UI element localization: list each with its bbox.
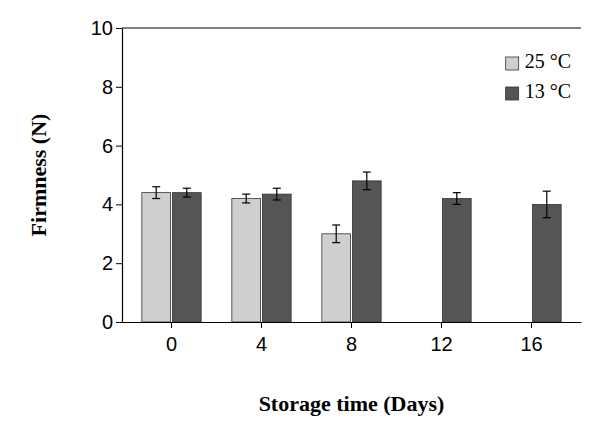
- error-bar-cap: [183, 188, 191, 189]
- x-axis-title: Storage time (Days): [259, 391, 445, 416]
- y-tick-label: 10: [91, 17, 113, 39]
- y-tick: 6: [102, 135, 122, 157]
- error-bar: [363, 172, 371, 190]
- y-tick-label: 8: [102, 76, 113, 98]
- y-tick-mark: [116, 263, 122, 264]
- error-bar-cap: [242, 194, 250, 195]
- x-tick: 0: [166, 322, 177, 355]
- y-tick-label: 0: [102, 311, 113, 333]
- error-bar: [273, 188, 281, 200]
- y-tick: 8: [102, 76, 122, 98]
- error-bar-cap: [453, 204, 461, 205]
- x-tick-label: 16: [520, 333, 542, 355]
- chart: 0 2 4 6 8 10 0 4 8 12 16 Storage time (Days) Firmnes…: [0, 0, 599, 433]
- y-tick: 2: [102, 252, 122, 274]
- x-tick-mark: [441, 322, 442, 328]
- x-tick: 4: [256, 322, 267, 355]
- x-tick-mark: [351, 322, 352, 328]
- error-bar: [332, 225, 340, 243]
- bar: [442, 199, 471, 322]
- bar: [232, 199, 261, 322]
- error-bar-cap: [273, 199, 281, 200]
- x-tick: 8: [346, 322, 357, 355]
- x-tick-label: 8: [346, 333, 357, 355]
- error-bar-cap: [453, 192, 461, 193]
- error-bar-cap: [363, 189, 371, 190]
- legend-label: 13 °C: [525, 80, 571, 102]
- y-axis-title: Firmness (N): [26, 114, 51, 237]
- y-tick: 4: [102, 193, 122, 215]
- bar: [322, 234, 351, 322]
- error-bar-stem: [276, 188, 277, 200]
- y-tick-mark: [116, 28, 122, 29]
- error-bar-stem: [156, 187, 157, 199]
- error-bar-cap: [332, 242, 340, 243]
- error-bar-cap: [332, 224, 340, 225]
- bar: [352, 181, 381, 322]
- x-tick-label: 4: [256, 333, 267, 355]
- error-bar: [242, 194, 250, 203]
- error-bar-stem: [546, 191, 547, 217]
- error-bar-cap: [152, 186, 160, 187]
- x-tick-mark: [531, 322, 532, 328]
- error-bar-cap: [543, 191, 551, 192]
- error-bar-cap: [183, 196, 191, 197]
- error-bar-cap: [152, 198, 160, 199]
- x-tick: 16: [520, 322, 542, 355]
- error-bar-cap: [273, 188, 281, 189]
- plot-area: [142, 172, 561, 322]
- error-bar-cap: [242, 202, 250, 203]
- y-tick: 10: [91, 17, 122, 39]
- x-tick-mark: [261, 322, 262, 328]
- y-axis: 0 2 4 6 8 10: [91, 17, 123, 333]
- error-bar: [543, 191, 551, 217]
- plot-frame: [122, 28, 581, 29]
- legend-swatch: [506, 57, 519, 70]
- error-bar-stem: [336, 225, 337, 243]
- y-tick-mark: [116, 146, 122, 147]
- bar: [262, 194, 291, 322]
- y-tick: 0: [102, 311, 122, 333]
- y-tick-mark: [116, 322, 122, 323]
- y-tick-label: 6: [102, 135, 113, 157]
- error-bar-cap: [363, 171, 371, 172]
- error-bar: [453, 193, 461, 205]
- error-bar-stem: [246, 194, 247, 203]
- legend-swatch: [506, 87, 519, 100]
- error-bar-stem: [186, 188, 187, 197]
- x-tick: 12: [430, 322, 452, 355]
- legend: 25 °C 13 °C: [506, 50, 571, 102]
- error-bar-stem: [366, 172, 367, 190]
- bar: [172, 193, 201, 322]
- x-tick-label: 0: [166, 333, 177, 355]
- error-bar: [183, 188, 191, 197]
- y-axis-line: [122, 29, 123, 323]
- bar: [532, 204, 561, 322]
- x-tick-mark: [171, 322, 172, 328]
- bar: [142, 193, 171, 322]
- legend-item: 13 °C: [506, 80, 571, 102]
- error-bar-stem: [456, 193, 457, 205]
- error-bar: [152, 187, 160, 199]
- x-tick-label: 12: [430, 333, 452, 355]
- x-axis: 0 4 8 12 16: [123, 322, 582, 355]
- error-bar-cap: [543, 217, 551, 218]
- y-tick-mark: [116, 87, 122, 88]
- y-tick-label: 2: [102, 252, 113, 274]
- legend-item: 25 °C: [506, 50, 571, 72]
- y-tick-label: 4: [102, 193, 113, 215]
- y-tick-mark: [116, 204, 122, 205]
- legend-label: 25 °C: [525, 50, 571, 72]
